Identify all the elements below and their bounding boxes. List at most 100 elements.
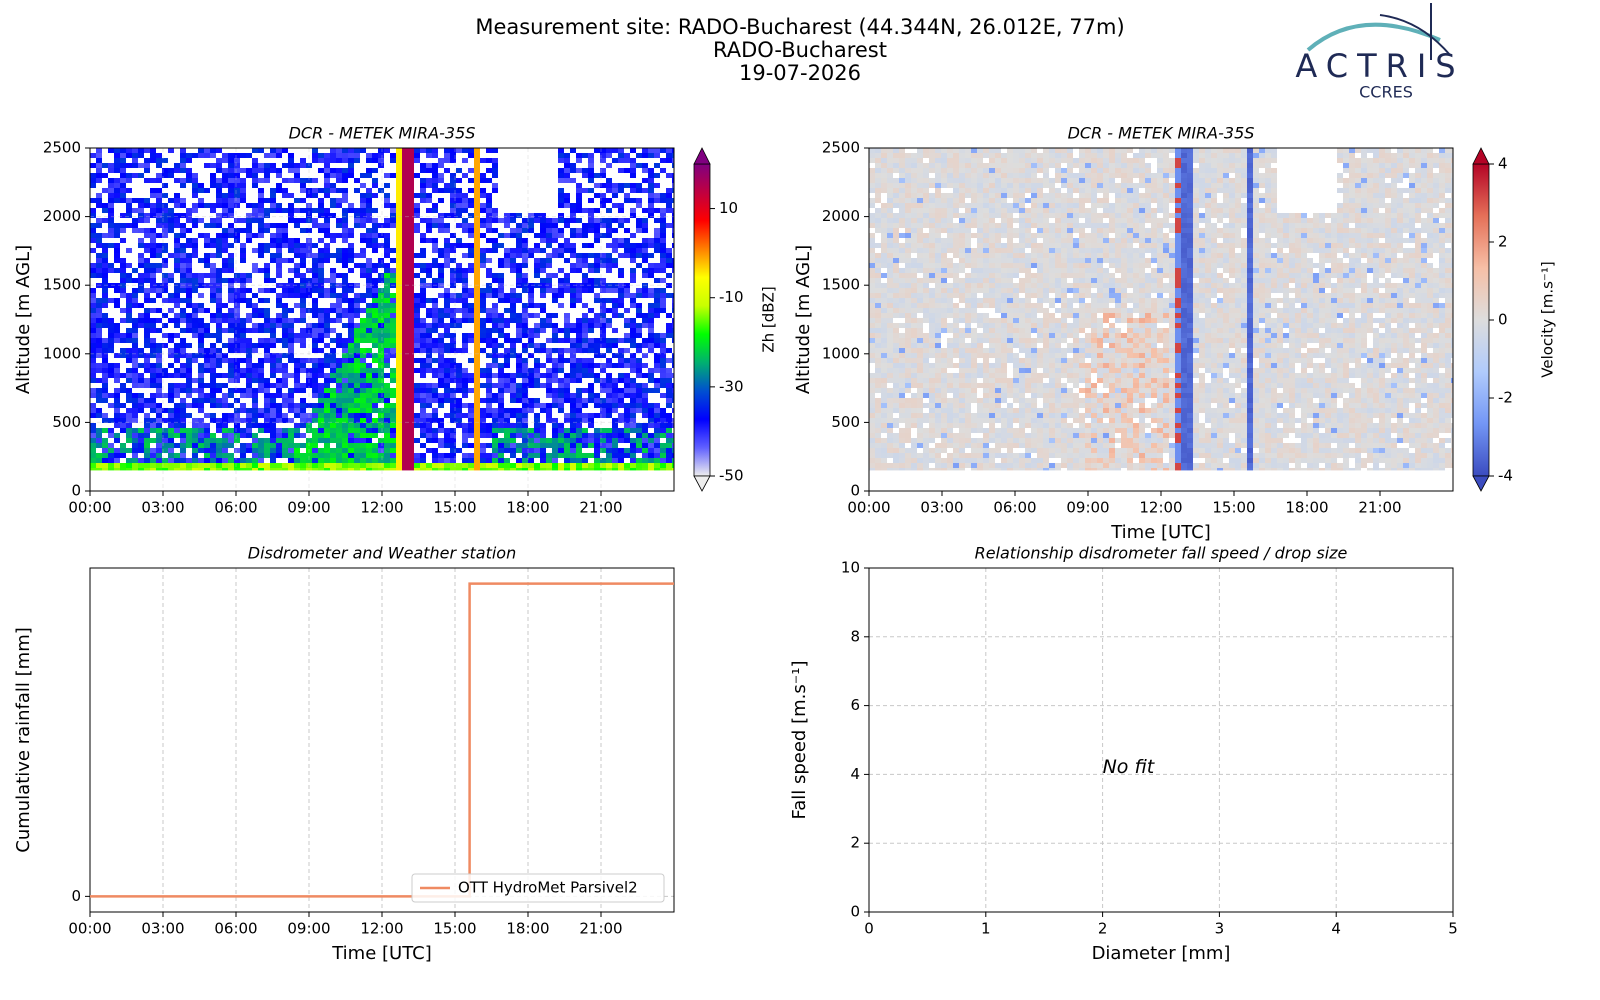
heatmap-cell	[312, 313, 318, 318]
heatmap-cell	[132, 383, 138, 388]
heatmap-cell	[282, 468, 288, 471]
heatmap-cell	[360, 438, 366, 443]
heatmap-cell	[156, 348, 162, 353]
heatmap-cell	[498, 283, 504, 288]
heatmap-cell	[875, 403, 881, 408]
heatmap-cell	[264, 308, 270, 313]
heatmap-cell	[450, 233, 456, 238]
heatmap-cell	[869, 198, 875, 203]
heatmap-cell	[108, 373, 114, 378]
heatmap-cell	[654, 293, 660, 298]
heatmap-cell	[240, 293, 246, 298]
heatmap-cell	[660, 458, 666, 463]
heatmap-cell	[552, 378, 558, 383]
heatmap-cell	[138, 148, 144, 153]
heatmap-cell	[318, 198, 324, 203]
heatmap-cell	[516, 278, 522, 283]
heatmap-cell	[606, 408, 612, 413]
heatmap-cell	[648, 343, 654, 348]
heatmap-cell	[360, 413, 366, 418]
heatmap-cell	[306, 163, 312, 168]
heatmap-cell	[390, 298, 396, 303]
heatmap-cell	[318, 238, 324, 243]
heatmap-cell	[456, 423, 462, 428]
heatmap-cell	[600, 388, 606, 393]
heatmap-cell	[96, 438, 102, 443]
heatmap-cell	[360, 373, 366, 378]
heatmap-cell	[90, 233, 96, 238]
heatmap-cell	[606, 348, 612, 353]
heatmap-cell	[648, 418, 654, 423]
heatmap-cell	[881, 183, 887, 188]
heatmap-cell	[666, 173, 672, 178]
heatmap-cell	[498, 418, 504, 423]
heatmap-cell	[180, 253, 186, 258]
heatmap-cell	[324, 228, 330, 233]
heatmap-cell	[222, 413, 228, 418]
heatmap-cell	[875, 243, 881, 248]
heatmap-cell	[899, 193, 905, 198]
heatmap-cell	[606, 208, 612, 213]
heatmap-cell	[654, 423, 660, 428]
heatmap-cell	[378, 273, 384, 278]
heatmap-cell	[354, 428, 360, 433]
heatmap-cell	[282, 338, 288, 343]
heatmap-cell	[510, 383, 516, 388]
heatmap-cell	[642, 433, 648, 438]
heatmap-cell	[318, 258, 324, 263]
heatmap-cell	[594, 258, 600, 263]
heatmap-cell	[558, 253, 564, 258]
heatmap-cell	[594, 443, 600, 448]
heatmap-cell	[228, 203, 234, 208]
heatmap-cell	[516, 388, 522, 393]
heatmap-cell	[564, 458, 570, 463]
heatmap-cell	[354, 223, 360, 228]
heatmap-cell	[510, 423, 516, 428]
heatmap-cell	[480, 318, 486, 323]
heatmap-cell	[138, 238, 144, 243]
heatmap-cell	[582, 288, 588, 293]
heatmap-cell	[881, 448, 887, 453]
heatmap-cell	[360, 223, 366, 228]
heatmap-cell	[216, 443, 222, 448]
heatmap-cell	[132, 338, 138, 343]
heatmap-cell	[396, 198, 402, 203]
heatmap-cell	[120, 468, 126, 471]
heatmap-cell	[534, 423, 540, 428]
heatmap-cell	[318, 213, 324, 218]
heatmap-cell	[486, 158, 492, 163]
heatmap-cell	[216, 328, 222, 333]
heatmap-cell	[881, 323, 887, 328]
heatmap-cell	[618, 168, 624, 173]
heatmap-cell	[408, 148, 414, 153]
heatmap-cell	[630, 393, 636, 398]
heatmap-cell	[516, 448, 522, 453]
heatmap-cell	[192, 183, 198, 188]
heatmap-cell	[372, 408, 378, 413]
heatmap-cell	[336, 203, 342, 208]
heatmap-cell	[869, 153, 875, 158]
heatmap-cell	[234, 238, 240, 243]
heatmap-cell	[114, 403, 120, 408]
heatmap-cell	[204, 368, 210, 373]
heatmap-cell	[384, 443, 390, 448]
heatmap-cell	[204, 468, 210, 471]
heatmap-cell	[486, 308, 492, 313]
heatmap-cell	[360, 148, 366, 153]
heatmap-cell	[156, 283, 162, 288]
heatmap-cell	[396, 273, 402, 278]
heatmap-cell	[384, 283, 390, 288]
heatmap-cell	[420, 388, 426, 393]
heatmap-cell	[114, 363, 120, 368]
heatmap-cell	[654, 163, 660, 168]
heatmap-cell	[144, 273, 150, 278]
heatmap-cell	[564, 323, 570, 328]
heatmap-cell	[881, 418, 887, 423]
heatmap-cell	[630, 413, 636, 418]
heatmap-cell	[288, 348, 294, 353]
heatmap-cell	[899, 203, 905, 208]
heatmap-cell	[180, 233, 186, 238]
heatmap-cell	[312, 338, 318, 343]
heatmap-cell	[102, 428, 108, 433]
heatmap-cell	[360, 263, 366, 268]
